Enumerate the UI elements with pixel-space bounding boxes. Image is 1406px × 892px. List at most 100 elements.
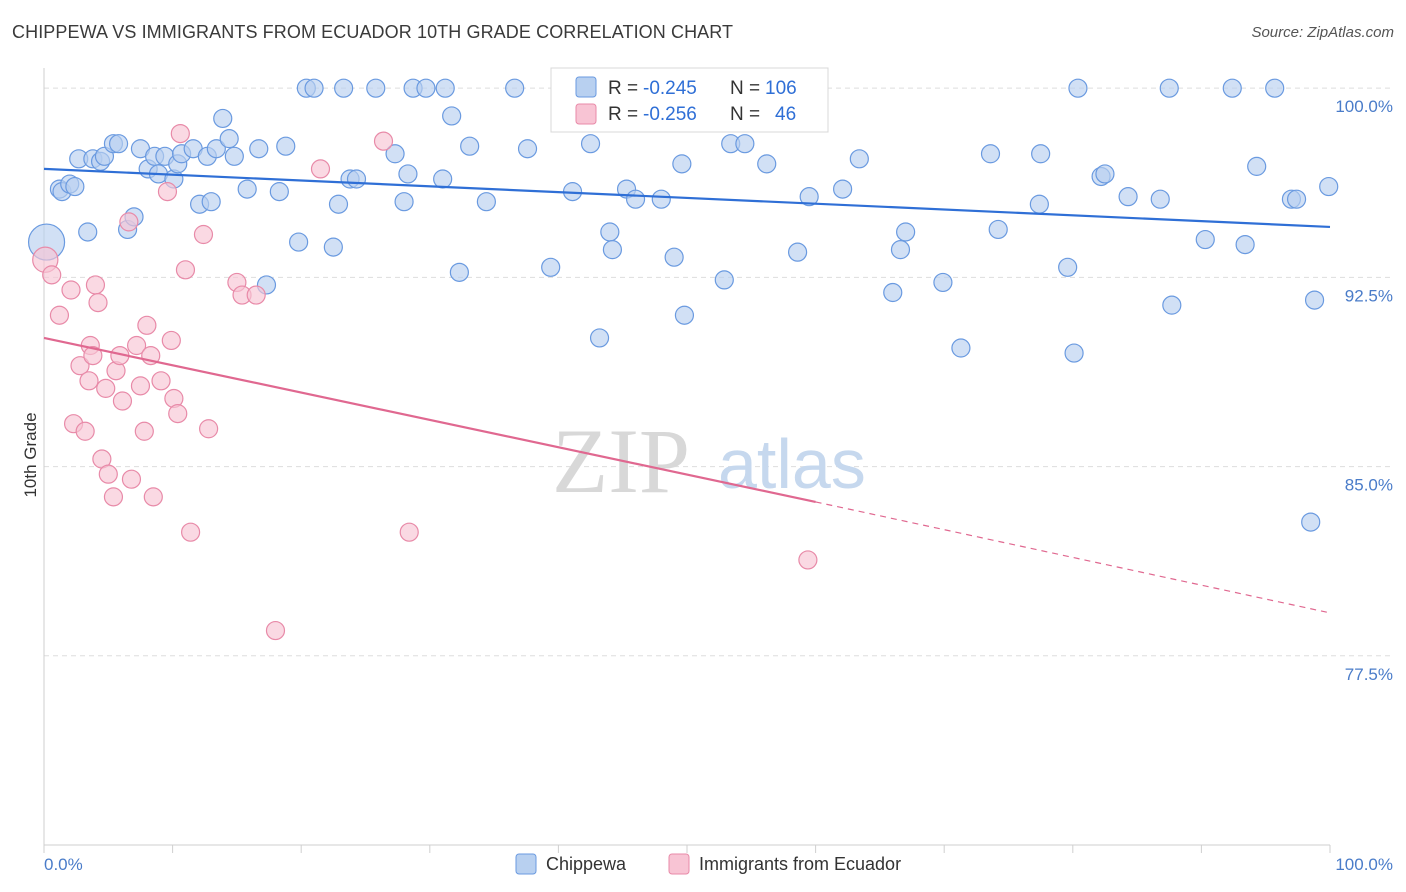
chippewa-point-105 (1286, 189, 1307, 209)
chippewa-point-75 (799, 187, 819, 207)
chippewa-point-104 (1319, 176, 1339, 197)
bottom-legend-ecuador: Immigrants from Ecuador (699, 854, 901, 874)
bottom-legend-swatch-chippewa (515, 853, 537, 875)
axes (43, 68, 1331, 853)
chippewa-point-65 (651, 189, 671, 209)
chippewa-point-96 (1195, 229, 1215, 250)
legend-r-label-2: R = (608, 104, 638, 125)
chippewa-point-61 (600, 222, 620, 242)
chippewa-point-43 (366, 78, 386, 98)
watermark: ZIP atlas (552, 410, 866, 512)
chippewa-point-84 (988, 219, 1008, 240)
ecuador-point-2 (49, 305, 70, 325)
chippewa-point-78 (883, 282, 903, 303)
chippewa-point-93 (1150, 189, 1170, 209)
ecuador-point-23 (134, 421, 154, 441)
y-tick-label-0: 77.5% (1345, 665, 1393, 684)
chippewa-point-50 (435, 78, 455, 98)
chippewa-point-91 (1095, 164, 1115, 184)
y-tick-label-3: 100.0% (1335, 97, 1393, 116)
chippewa-point-87 (1058, 257, 1078, 277)
ecuador-point-39 (246, 285, 266, 305)
chippewa-point-51 (442, 106, 462, 126)
ecuador-point-40 (265, 620, 286, 641)
chippewa-point-66 (664, 247, 684, 267)
ecuador-point-42 (399, 522, 419, 542)
ecuador-point-11 (88, 293, 108, 313)
ecuador-point-13 (96, 378, 116, 398)
chippewa-point-27 (213, 108, 233, 129)
chippewa-point-97 (1222, 78, 1242, 98)
ecuador-point-10 (85, 275, 106, 295)
series-chippewa-points (27, 78, 1339, 532)
x-tick-label-0: 0.0% (44, 855, 83, 874)
ecuador-point-19 (119, 212, 139, 232)
ecuador-point-22 (130, 376, 151, 396)
chippewa-point-77 (849, 149, 869, 169)
trend-line-ecuador (43, 336, 816, 503)
chippewa-point-52 (449, 262, 469, 282)
ecuador-point-33 (175, 260, 196, 280)
ecuador-point-18 (112, 391, 133, 411)
source-credit: Source: ZipAtlas.com (1251, 24, 1394, 41)
legend-r-value-1: -0.245 (643, 78, 697, 99)
ecuador-point-14 (98, 464, 118, 484)
ecuador-point-5 (70, 356, 90, 376)
chippewa-point-44 (385, 144, 405, 164)
chippewa-point-82 (951, 338, 971, 358)
legend-swatch-blue (575, 76, 597, 98)
chippewa-point-33 (269, 182, 289, 202)
trend-line-chippewa (43, 167, 1331, 229)
chippewa-point-92 (1118, 187, 1138, 207)
chippewa-point-80 (896, 222, 916, 242)
series-ecuador-points (32, 123, 818, 641)
chippewa-point-26 (206, 139, 226, 159)
chippewa-point-73 (757, 154, 777, 174)
y-tick-labels: 77.5% 85.0% 92.5% 100.0% (1335, 97, 1393, 684)
ecuador-point-32 (170, 123, 190, 144)
bottom-legend-swatch-ecuador (668, 853, 690, 875)
ecuador-point-27 (151, 371, 171, 391)
legend-n-value-1: 106 (765, 78, 797, 99)
ecuador-point-28 (157, 182, 178, 202)
gridlines (44, 87, 1390, 657)
ecuador-point-29 (161, 330, 181, 351)
chippewa-point-59 (580, 134, 601, 154)
ecuador-point-7 (79, 371, 99, 391)
chippewa-point-45 (394, 192, 414, 212)
chippewa-point-53 (460, 136, 480, 156)
legend-n-value-2: 46 (775, 104, 796, 125)
ecuador-point-6 (75, 421, 95, 441)
chippewa-point-30 (237, 179, 257, 199)
chippewa-point-102 (1301, 512, 1321, 532)
chippewa-point-88 (1064, 343, 1084, 363)
chippewa-point-54 (476, 192, 496, 212)
legend-r-label-1: R = (608, 78, 638, 99)
watermark-atlas: atlas (718, 425, 866, 503)
chippewa-point-70 (714, 270, 734, 290)
ecuador-point-3 (61, 280, 81, 300)
chippewa-point-95 (1162, 295, 1182, 315)
chippewa-point-31 (249, 139, 269, 159)
ecuador-point-20 (121, 469, 142, 489)
chippewa-point-103 (1304, 290, 1325, 310)
chippewa-point-48 (416, 78, 436, 98)
chippewa-point-83 (980, 144, 1001, 164)
chippewa-point-11 (108, 134, 129, 154)
ecuador-point-24 (137, 315, 157, 335)
x-tick-label-1: 100.0% (1335, 855, 1393, 874)
chippewa-point-42 (346, 169, 367, 189)
chippewa-point-39 (328, 194, 349, 214)
chippewa-point-55 (505, 78, 525, 98)
ecuador-point-41 (373, 131, 394, 151)
y-axis-label: 10th Grade (21, 412, 40, 497)
chippewa-point-100 (1265, 78, 1285, 98)
chippewa-point-99 (1247, 156, 1267, 176)
chippewa-point-94 (1159, 78, 1179, 98)
chippewa-point-40 (334, 78, 354, 98)
chippewa-point-64 (625, 189, 646, 209)
chippewa-point-60 (589, 328, 610, 348)
chippewa-point-81 (933, 272, 953, 293)
chippewa-point-76 (833, 179, 853, 199)
chippewa-point-56 (517, 139, 538, 159)
